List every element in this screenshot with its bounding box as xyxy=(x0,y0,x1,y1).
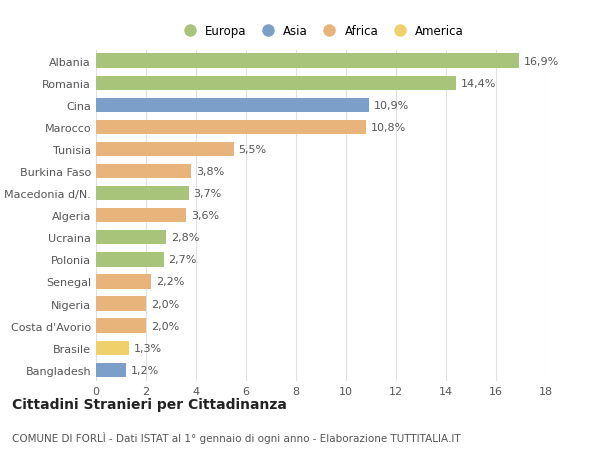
Bar xyxy=(96,164,191,179)
Text: 14,4%: 14,4% xyxy=(461,78,496,89)
Bar xyxy=(96,120,366,135)
Text: 2,0%: 2,0% xyxy=(151,299,179,309)
Text: Cittadini Stranieri per Cittadinanza: Cittadini Stranieri per Cittadinanza xyxy=(12,397,287,412)
Bar xyxy=(96,252,163,267)
Text: 2,0%: 2,0% xyxy=(151,321,179,331)
Bar xyxy=(96,297,146,311)
Bar xyxy=(96,54,518,69)
Text: 16,9%: 16,9% xyxy=(523,56,559,67)
Bar xyxy=(96,98,368,113)
Bar xyxy=(96,142,233,157)
Bar xyxy=(96,274,151,289)
Legend: Europa, Asia, Africa, America: Europa, Asia, Africa, America xyxy=(173,20,469,42)
Text: 5,5%: 5,5% xyxy=(239,145,266,155)
Text: 10,9%: 10,9% xyxy=(373,101,409,111)
Bar xyxy=(96,208,186,223)
Text: 3,6%: 3,6% xyxy=(191,211,219,221)
Text: 3,7%: 3,7% xyxy=(193,189,222,199)
Text: 1,2%: 1,2% xyxy=(131,365,159,375)
Bar xyxy=(96,230,166,245)
Text: 3,8%: 3,8% xyxy=(196,167,224,177)
Bar xyxy=(96,341,128,355)
Text: 2,8%: 2,8% xyxy=(171,233,199,243)
Text: 2,2%: 2,2% xyxy=(156,277,184,287)
Bar xyxy=(96,76,456,91)
Text: 10,8%: 10,8% xyxy=(371,123,406,133)
Text: COMUNE DI FORLÌ - Dati ISTAT al 1° gennaio di ogni anno - Elaborazione TUTTITALI: COMUNE DI FORLÌ - Dati ISTAT al 1° genna… xyxy=(12,431,461,442)
Bar xyxy=(96,186,188,201)
Text: 1,3%: 1,3% xyxy=(133,343,161,353)
Text: 2,7%: 2,7% xyxy=(169,255,197,265)
Bar xyxy=(96,319,146,333)
Bar xyxy=(96,363,126,377)
